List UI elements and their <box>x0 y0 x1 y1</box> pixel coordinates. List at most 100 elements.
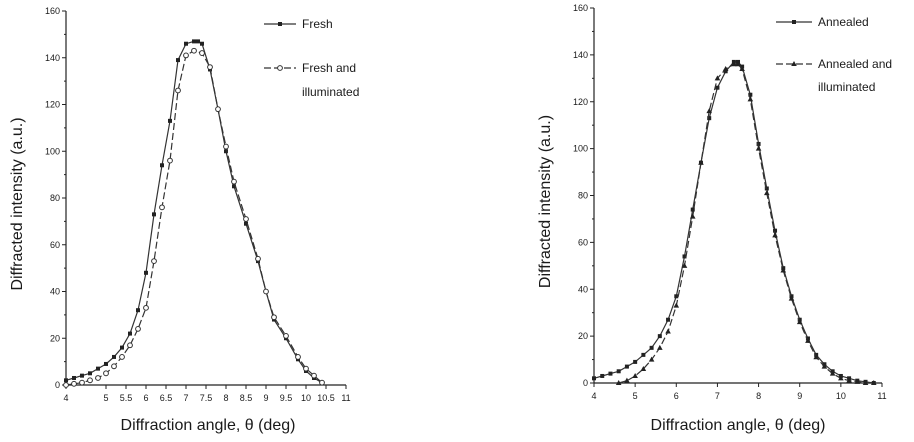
x-tick-label: 4 <box>591 391 596 401</box>
x-tick-label: 10 <box>301 393 311 403</box>
data-point <box>707 116 712 121</box>
data-point <box>151 258 157 265</box>
data-point <box>199 50 205 56</box>
y-tick-label: 80 <box>50 193 60 203</box>
x-tick-label: 6 <box>143 393 148 403</box>
x-tick-label: 6.5 <box>160 393 173 403</box>
data-point <box>224 149 228 154</box>
data-point <box>111 363 117 370</box>
data-point <box>632 372 638 378</box>
data-point <box>232 184 236 189</box>
y-tick-label: 100 <box>573 144 588 154</box>
data-point <box>657 344 663 350</box>
y-tick-label: 40 <box>578 284 588 294</box>
data-point <box>87 377 93 384</box>
data-point <box>722 65 729 71</box>
data-point <box>167 157 173 164</box>
series-2 <box>615 61 877 385</box>
data-point <box>796 319 803 325</box>
data-point <box>780 267 787 273</box>
y-tick-label: 60 <box>578 237 588 247</box>
data-point <box>175 87 181 94</box>
x-tick-label: 5.5 <box>120 393 133 403</box>
y-tick-label: 20 <box>50 333 60 343</box>
data-point <box>689 213 696 219</box>
x-tick-label: 8.5 <box>240 393 253 403</box>
x-tick-label: 9.5 <box>280 393 293 403</box>
data-point <box>821 363 828 369</box>
legend-label: Fresh and <box>302 61 356 75</box>
data-point <box>104 361 108 366</box>
data-point <box>698 159 704 165</box>
y-axis-title: Diffracted intensity (a.u.) <box>9 117 26 290</box>
x-tick-label: 7.5 <box>200 393 213 403</box>
legend-label: Annealed and <box>818 57 892 71</box>
data-point <box>168 118 172 123</box>
data-point <box>120 345 124 350</box>
data-point <box>231 178 237 185</box>
data-point <box>756 141 761 146</box>
x-axis-title: Diffraction angle, θ (deg) <box>121 417 296 434</box>
data-point <box>184 41 188 46</box>
y-tick-label: 160 <box>573 3 588 13</box>
data-point <box>640 365 647 371</box>
data-point <box>176 58 180 63</box>
data-point <box>144 270 148 275</box>
data-point <box>160 163 164 168</box>
data-point <box>723 69 728 74</box>
data-point <box>283 333 289 339</box>
data-point <box>813 354 819 360</box>
data-point <box>200 41 204 46</box>
data-point <box>755 145 762 151</box>
y-tick-label: 140 <box>573 50 588 60</box>
legend-marker <box>278 22 282 26</box>
data-point <box>135 326 141 332</box>
data-point <box>192 39 196 44</box>
x-axis-title: Diffraction angle, θ (deg) <box>651 417 826 434</box>
data-point <box>747 96 754 102</box>
data-point <box>715 85 720 90</box>
x-tick-label: 7 <box>715 391 720 401</box>
data-point <box>112 354 116 359</box>
data-point <box>788 295 795 301</box>
data-point <box>215 106 221 113</box>
x-tick-label: 8 <box>756 391 761 401</box>
y-tick-label: 100 <box>45 146 60 156</box>
data-point <box>764 190 770 196</box>
data-point <box>805 337 811 343</box>
data-point <box>616 369 621 374</box>
data-point <box>772 232 778 238</box>
data-point <box>600 373 605 378</box>
data-point <box>829 370 836 376</box>
data-point <box>666 317 671 322</box>
data-point <box>870 380 877 385</box>
series-1 <box>64 39 324 385</box>
data-point <box>735 61 741 67</box>
data-point <box>243 216 249 222</box>
data-point <box>127 342 133 349</box>
data-point <box>681 262 688 268</box>
data-point <box>64 378 68 383</box>
series-line <box>593 61 874 384</box>
data-point <box>674 294 679 299</box>
legend-entry-2: Annealed and illuminated <box>776 57 892 94</box>
data-point <box>665 328 671 334</box>
x-tick-label: 9 <box>797 391 802 401</box>
data-point <box>196 39 200 44</box>
data-point <box>682 254 687 259</box>
data-point <box>641 352 646 357</box>
data-point <box>191 47 197 54</box>
data-point <box>854 378 861 384</box>
x-tick-label: 11 <box>341 393 350 403</box>
x-tick-label: 6 <box>674 391 679 401</box>
data-point <box>624 364 629 369</box>
data-point <box>271 314 277 321</box>
x-tick-label: 5 <box>103 393 108 403</box>
chart-panel-1: 0 20 40 60 80 100 120 140 160 4 5 5.5 6 6.5 7 7.5 8 8.5 9 9… <box>9 6 359 434</box>
x-tick-label: 11 <box>877 391 886 401</box>
data-point <box>128 331 132 336</box>
y-tick-label: 20 <box>578 331 588 341</box>
data-point <box>633 359 638 364</box>
data-point <box>72 375 76 380</box>
x-tick-label: 8 <box>223 393 228 403</box>
